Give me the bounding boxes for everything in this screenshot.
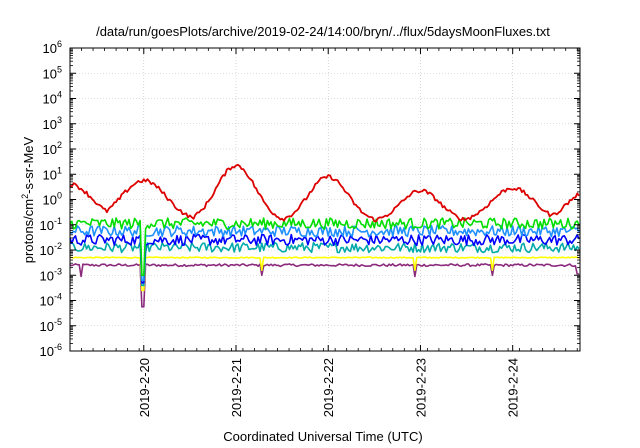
y-tick-label-base: 10	[43, 41, 57, 56]
x-tick-label: 2019-2-23	[413, 358, 428, 417]
y-tick-label-base: 10	[43, 167, 57, 182]
series-line	[69, 163, 580, 223]
y-tick-label: 10-3	[40, 266, 62, 283]
y-tick-label: 101	[43, 165, 62, 182]
y-tick-label-exponent: -1	[54, 216, 62, 226]
y-tick-label-base: 10	[40, 319, 54, 334]
x-tick-label: 2019-2-24	[506, 358, 521, 417]
data-series	[69, 163, 580, 308]
series-line	[69, 217, 580, 277]
y-tick-label-exponent: 6	[57, 39, 62, 49]
y-tick-label-base: 10	[40, 218, 54, 233]
y-tick-label-exponent: 2	[57, 140, 62, 150]
y-tick-label-exponent: -5	[54, 317, 62, 327]
y-tick-label: 10-5	[40, 317, 62, 334]
y-tick-label-exponent: 0	[57, 191, 62, 201]
y-tick-label-base: 10	[40, 243, 54, 258]
y-tick-label: 10-2	[40, 241, 62, 258]
x-axis-label: Coordinated Universal Time (UTC)	[223, 429, 422, 444]
y-tick-label-exponent: -6	[54, 342, 62, 352]
y-axis-label-post: -s-sr-MeV	[21, 136, 36, 193]
x-axis-ticks: 2019-2-20 2019-2-21 2019-2-22 2019-2-23 2019…	[69, 48, 578, 417]
y-tick-label: 100	[43, 191, 62, 208]
x-tick-label: 2019-2-22	[321, 358, 336, 417]
y-tick-label: 104	[43, 90, 62, 107]
y-tick-label-exponent: -3	[54, 266, 62, 276]
y-axis-label-sup: 2	[20, 194, 30, 199]
series-line	[69, 263, 580, 308]
series-line	[69, 233, 580, 284]
x-tick-label: 2019-2-21	[229, 358, 244, 417]
y-tick-label-exponent: 4	[57, 90, 62, 100]
y-axis-label-pre: protons/cm	[21, 199, 36, 263]
y-tick-label: 103	[43, 115, 62, 132]
y-tick-label: 106	[43, 39, 62, 56]
y-tick-label-exponent: 1	[57, 165, 62, 175]
y-tick-label-base: 10	[40, 294, 54, 309]
y-tick-label-base: 10	[43, 92, 57, 107]
y-tick-label-exponent: -4	[54, 292, 62, 302]
y-tick-label: 10-4	[40, 292, 62, 309]
y-tick-label-base: 10	[40, 344, 54, 359]
y-tick-label: 102	[43, 140, 62, 157]
y-tick-label-base: 10	[43, 193, 57, 208]
y-tick-label-base: 10	[43, 66, 57, 81]
y-tick-label: 105	[43, 64, 62, 81]
y-tick-label-base: 10	[43, 117, 57, 132]
chart-title: /data/run/goesPlots/archive/2019-02-24/1…	[96, 24, 550, 39]
series-line	[69, 256, 580, 292]
y-tick-label-exponent: 5	[57, 64, 62, 74]
y-tick-label: 10-6	[40, 342, 62, 359]
grid	[70, 48, 580, 351]
y-tick-label: 10-1	[40, 216, 62, 233]
y-axis-ticks: 10-610-510-410-310-210-11001011021031041…	[40, 39, 580, 359]
y-tick-label-exponent: -2	[54, 241, 62, 251]
y-tick-label-base: 10	[40, 268, 54, 283]
y-tick-label-base: 10	[43, 142, 57, 157]
y-axis-label: protons/cm2-s-sr-MeV	[20, 136, 36, 263]
x-tick-label: 2019-2-20	[137, 358, 152, 417]
y-tick-label-exponent: 3	[57, 115, 62, 125]
